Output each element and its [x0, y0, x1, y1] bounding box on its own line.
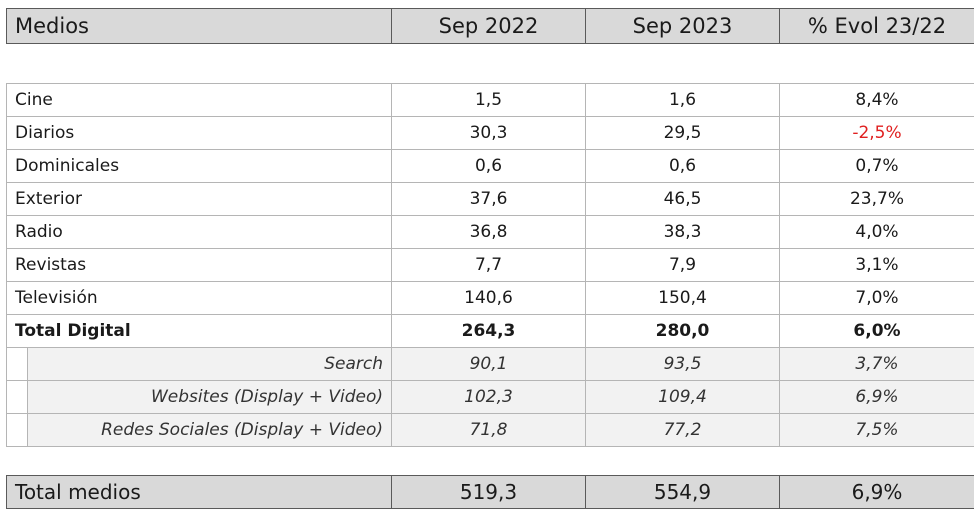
total-sep-2023: 554,9 — [585, 475, 780, 509]
total-row: Total medios 519,3 554,9 6,9% — [6, 475, 974, 509]
row-label: Exterior — [6, 182, 392, 216]
sub-row-label: Redes Sociales (Display + Video) — [28, 414, 391, 446]
row-label: Cine — [6, 83, 392, 117]
row-label: Diarios — [6, 116, 392, 150]
row-sep-2022: 30,3 — [391, 116, 586, 150]
row-evol: 8,4% — [779, 83, 974, 117]
table-row: Televisión 140,6 150,4 7,0% — [6, 281, 974, 315]
header-sep-2023: Sep 2023 — [585, 8, 780, 44]
table-row: Radio 36,8 38,3 4,0% — [6, 215, 974, 249]
sub-label-cell: Websites (Display + Video) — [6, 380, 392, 414]
row-sep-2022: 7,7 — [391, 248, 586, 282]
table-row: Cine 1,5 1,6 8,4% — [6, 83, 974, 117]
sub-label-cell: Search — [6, 347, 392, 381]
row-sep-2023: 29,5 — [585, 116, 780, 150]
sub-row: Websites (Display + Video) 102,3 109,4 6… — [6, 380, 974, 414]
row-evol-negative: -2,5% — [779, 116, 974, 150]
total-table: Total medios 519,3 554,9 6,9% — [6, 475, 974, 509]
sub-label-cell: Redes Sociales (Display + Video) — [6, 413, 392, 447]
row-evol: 6,0% — [779, 314, 974, 348]
total-label: Total medios — [6, 475, 392, 509]
sub-evol: 7,5% — [779, 413, 974, 447]
sub-row-label: Websites (Display + Video) — [28, 381, 391, 413]
table-row: Exterior 37,6 46,5 23,7% — [6, 182, 974, 216]
sub-sep-2022: 102,3 — [391, 380, 586, 414]
table-row: Revistas 7,7 7,9 3,1% — [6, 248, 974, 282]
row-sep-2023: 46,5 — [585, 182, 780, 216]
row-evol: 7,0% — [779, 281, 974, 315]
row-label: Televisión — [6, 281, 392, 315]
row-sep-2022: 0,6 — [391, 149, 586, 183]
row-evol: 4,0% — [779, 215, 974, 249]
sub-row: Redes Sociales (Display + Video) 71,8 77… — [6, 413, 974, 447]
row-sep-2023: 0,6 — [585, 149, 780, 183]
row-sep-2022: 264,3 — [391, 314, 586, 348]
row-label: Total Digital — [6, 314, 392, 348]
indent-gutter — [8, 414, 28, 446]
sub-evol: 3,7% — [779, 347, 974, 381]
sub-sep-2022: 71,8 — [391, 413, 586, 447]
row-label: Dominicales — [6, 149, 392, 183]
header-medios: Medios — [6, 8, 392, 44]
sub-sep-2023: 93,5 — [585, 347, 780, 381]
sub-row: Search 90,1 93,5 3,7% — [6, 347, 974, 381]
sub-row-label: Search — [28, 348, 391, 380]
row-sep-2022: 1,5 — [391, 83, 586, 117]
sub-sep-2022: 90,1 — [391, 347, 586, 381]
row-sep-2022: 37,6 — [391, 182, 586, 216]
row-sep-2022: 36,8 — [391, 215, 586, 249]
header-evol: % Evol 23/22 — [779, 8, 974, 44]
row-evol: 23,7% — [779, 182, 974, 216]
row-label: Radio — [6, 215, 392, 249]
row-label: Revistas — [6, 248, 392, 282]
row-sep-2023: 7,9 — [585, 248, 780, 282]
row-sep-2023: 150,4 — [585, 281, 780, 315]
indent-gutter — [8, 381, 28, 413]
header-row: Medios Sep 2022 Sep 2023 % Evol 23/22 — [6, 8, 974, 44]
table-row: Diarios 30,3 29,5 -2,5% — [6, 116, 974, 150]
sub-sep-2023: 77,2 — [585, 413, 780, 447]
row-evol: 3,1% — [779, 248, 974, 282]
total-sep-2022: 519,3 — [391, 475, 586, 509]
row-sep-2023: 38,3 — [585, 215, 780, 249]
media-table: Cine 1,5 1,6 8,4% Diarios 30,3 29,5 -2,5… — [6, 83, 974, 447]
row-evol: 0,7% — [779, 149, 974, 183]
header-table: Medios Sep 2022 Sep 2023 % Evol 23/22 — [6, 8, 974, 44]
header-sep-2022: Sep 2022 — [391, 8, 586, 44]
row-sep-2023: 280,0 — [585, 314, 780, 348]
total-evol: 6,9% — [779, 475, 974, 509]
sub-evol: 6,9% — [779, 380, 974, 414]
indent-gutter — [8, 348, 28, 380]
total-digital-row: Total Digital 264,3 280,0 6,0% — [6, 314, 974, 348]
row-sep-2023: 1,6 — [585, 83, 780, 117]
table-row: Dominicales 0,6 0,6 0,7% — [6, 149, 974, 183]
row-sep-2022: 140,6 — [391, 281, 586, 315]
sub-sep-2023: 109,4 — [585, 380, 780, 414]
